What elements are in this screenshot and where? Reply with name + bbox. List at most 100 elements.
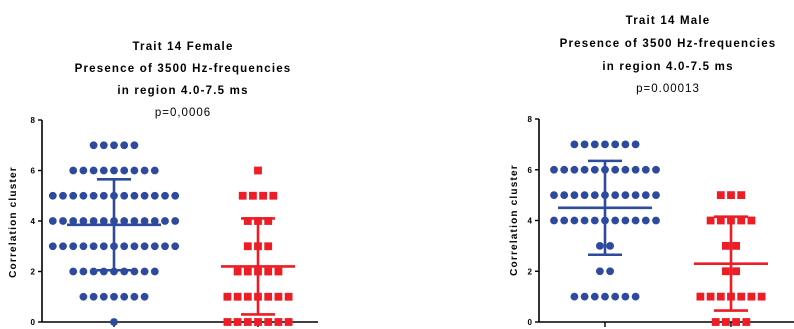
right-point bbox=[716, 216, 725, 225]
left-point bbox=[69, 166, 78, 175]
left-point bbox=[223, 318, 232, 326]
left-point bbox=[274, 267, 283, 276]
right-point bbox=[716, 191, 725, 200]
right-title-line-3: in region 4.0-7.5 ms bbox=[602, 61, 733, 73]
plot-layer: 0 2 4 6 8 0 2 4 6 8 bbox=[31, 115, 794, 327]
left-point bbox=[99, 191, 108, 200]
right-point bbox=[590, 140, 599, 149]
left-point bbox=[69, 217, 78, 225]
right-point bbox=[590, 292, 599, 301]
left-point bbox=[233, 292, 242, 301]
right-point bbox=[560, 216, 569, 225]
right-point bbox=[550, 191, 558, 200]
left-point bbox=[264, 242, 273, 251]
left-point bbox=[120, 292, 129, 301]
right-point bbox=[611, 165, 620, 174]
left-point bbox=[264, 217, 273, 225]
left-point bbox=[249, 191, 257, 200]
right-point bbox=[550, 165, 558, 174]
left-point bbox=[130, 191, 139, 200]
right-point bbox=[611, 292, 620, 301]
left-point bbox=[69, 242, 78, 251]
right-point bbox=[706, 292, 715, 301]
right-point bbox=[737, 216, 746, 225]
right-point bbox=[570, 216, 579, 225]
left-point bbox=[48, 217, 57, 225]
left-point bbox=[89, 267, 98, 276]
left-title-line-3: in region 4.0-7.5 ms bbox=[117, 85, 248, 97]
left-point bbox=[79, 191, 88, 200]
left-point bbox=[243, 217, 252, 225]
left-point bbox=[171, 217, 180, 225]
left-point bbox=[140, 217, 149, 225]
left-point bbox=[284, 292, 293, 301]
right-point bbox=[590, 216, 599, 225]
left-point bbox=[140, 191, 149, 200]
left-point bbox=[130, 242, 139, 251]
right-point bbox=[631, 140, 640, 149]
left-point bbox=[150, 267, 159, 276]
right-p-value: p=0.00013 bbox=[636, 83, 700, 95]
left-point bbox=[89, 166, 98, 175]
right-point bbox=[706, 216, 715, 225]
right-point bbox=[601, 292, 609, 301]
right-point bbox=[560, 191, 569, 200]
right-point bbox=[641, 216, 650, 225]
left-point bbox=[223, 292, 232, 301]
left-y-tick-label-8: 8 bbox=[31, 116, 36, 125]
left-point bbox=[254, 166, 262, 175]
right-point bbox=[711, 318, 720, 326]
left-point bbox=[120, 242, 129, 251]
left-point bbox=[171, 242, 180, 251]
right-point bbox=[596, 267, 604, 276]
right-point bbox=[570, 191, 579, 200]
left-y-tick-label-0: 0 bbox=[31, 318, 36, 327]
left-y-axis-title: Correlation cluster bbox=[8, 166, 19, 278]
left-point bbox=[140, 242, 149, 251]
left-point bbox=[130, 267, 139, 276]
right-point bbox=[722, 241, 730, 250]
right-y-tick-label-6: 6 bbox=[528, 166, 533, 175]
right-point bbox=[621, 165, 630, 174]
right-point bbox=[606, 267, 614, 276]
right-point bbox=[727, 191, 735, 200]
right-point bbox=[732, 267, 740, 276]
right-point bbox=[732, 241, 740, 250]
left-point bbox=[79, 242, 88, 251]
right-point bbox=[621, 140, 630, 149]
right-title-line-2: Presence of 3500 Hz-frequencies bbox=[560, 38, 777, 50]
left-p-value: p=0,0006 bbox=[155, 107, 211, 119]
left-point bbox=[110, 166, 118, 175]
left-point bbox=[233, 267, 242, 276]
left-point bbox=[171, 191, 180, 200]
right-point bbox=[737, 292, 746, 301]
right-point bbox=[737, 191, 746, 200]
left-point bbox=[274, 292, 283, 301]
right-point bbox=[580, 216, 589, 225]
left-point bbox=[99, 166, 108, 175]
right-point bbox=[606, 241, 614, 250]
left-point bbox=[150, 242, 159, 251]
right-point bbox=[560, 165, 569, 174]
left-y-tick-label-2: 2 bbox=[31, 268, 36, 277]
left-point bbox=[79, 217, 88, 225]
right-point bbox=[742, 318, 751, 326]
left-point bbox=[120, 217, 129, 225]
left-point bbox=[150, 191, 159, 200]
left-point bbox=[110, 141, 118, 150]
left-point bbox=[130, 141, 139, 150]
right-point bbox=[696, 292, 705, 301]
right-y-tick-label-2: 2 bbox=[528, 267, 533, 276]
left-point bbox=[264, 318, 273, 326]
left-point bbox=[254, 318, 262, 326]
left-title-line-2: Presence of 3500 Hz-frequencies bbox=[75, 63, 292, 75]
left-point bbox=[89, 242, 98, 251]
right-point bbox=[732, 318, 740, 326]
right-point bbox=[580, 191, 589, 200]
right-point bbox=[621, 216, 630, 225]
left-point bbox=[79, 292, 88, 301]
right-point bbox=[716, 292, 725, 301]
right-y-tick-label-0: 0 bbox=[528, 318, 533, 327]
left-point bbox=[284, 318, 293, 326]
right-point bbox=[722, 318, 730, 326]
